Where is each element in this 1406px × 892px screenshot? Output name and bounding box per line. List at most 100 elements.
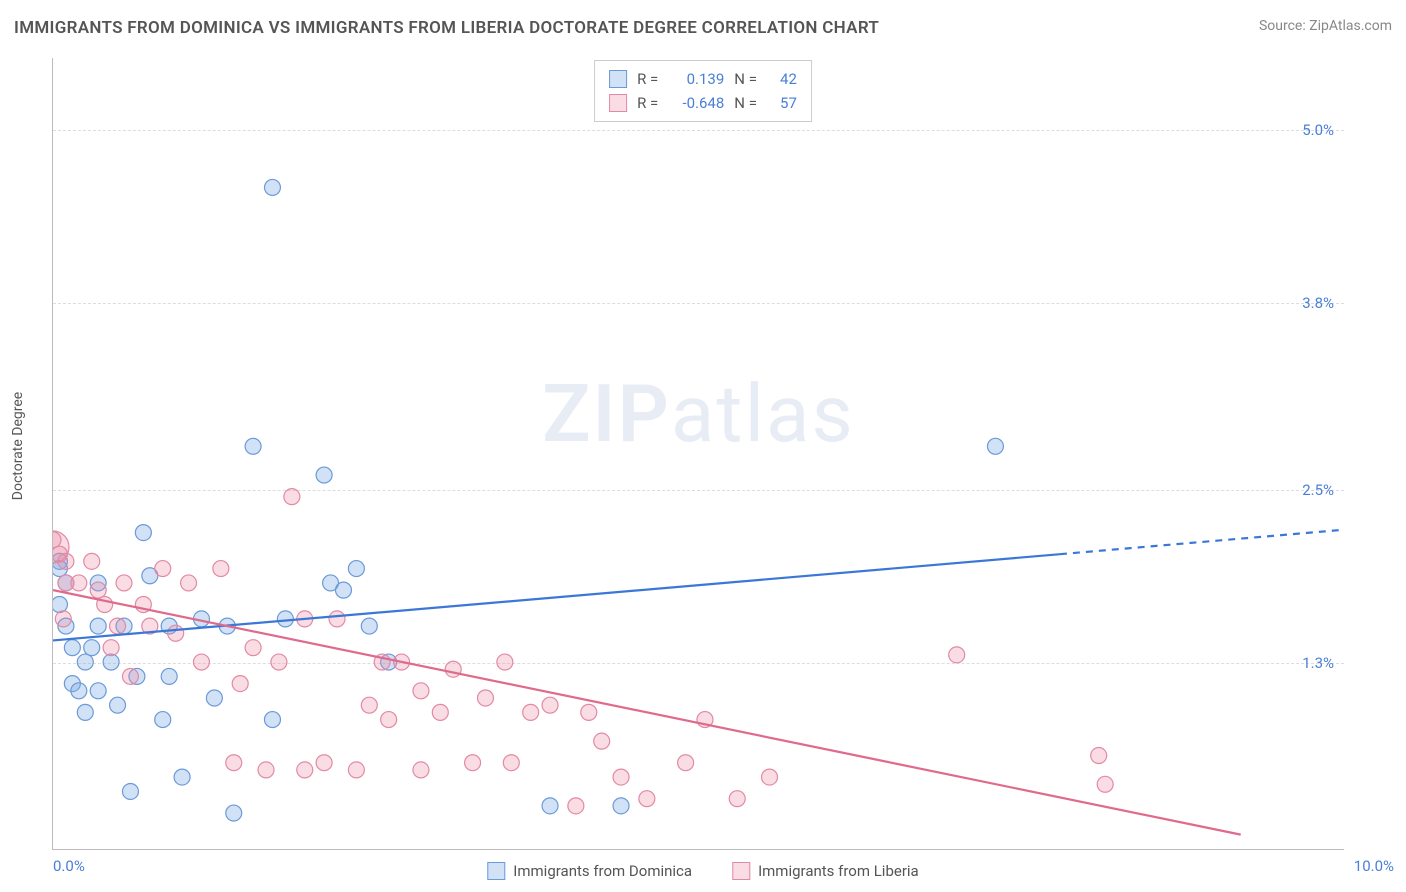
scatter-point	[348, 762, 364, 778]
y-axis-title: Doctorate Degree	[10, 392, 26, 500]
scatter-point	[135, 525, 151, 541]
legend-item: Immigrants from Liberia	[732, 862, 919, 880]
stats-row: R = 0.139 N = 42	[609, 67, 797, 91]
scatter-point	[206, 690, 222, 706]
scatter-point	[678, 755, 694, 771]
scatter-point	[155, 712, 171, 728]
scatter-point	[161, 668, 177, 684]
scatter-point	[103, 640, 119, 656]
stat-n-label: N =	[734, 91, 757, 115]
scatter-point	[445, 661, 461, 677]
scatter-point	[316, 467, 332, 483]
scatter-point	[226, 805, 242, 821]
scatter-point	[213, 561, 229, 577]
scatter-point	[122, 668, 138, 684]
legend-label: Immigrants from Liberia	[758, 862, 919, 880]
scatter-point	[381, 712, 397, 728]
scatter-point	[613, 769, 629, 785]
scatter-point	[84, 640, 100, 656]
scatter-point	[729, 791, 745, 807]
source-name: ZipAtlas.com	[1309, 18, 1392, 34]
scatter-point	[110, 697, 126, 713]
scatter-point	[542, 798, 558, 814]
scatter-point	[542, 697, 558, 713]
scatter-point	[594, 733, 610, 749]
source-label: Source:	[1259, 18, 1306, 34]
x-tick-label: 0.0%	[53, 857, 85, 875]
scatter-point	[987, 438, 1003, 454]
scatter-point	[90, 582, 106, 598]
scatter-point	[297, 762, 313, 778]
scatter-point	[90, 683, 106, 699]
chart-svg	[53, 58, 1344, 849]
scatter-point	[122, 783, 138, 799]
scatter-point	[503, 755, 519, 771]
scatter-point	[77, 704, 93, 720]
scatter-point	[348, 561, 364, 577]
scatter-point	[264, 179, 280, 195]
stat-r-value: 0.139	[668, 67, 724, 91]
stat-n-value: 42	[767, 67, 797, 91]
legend-item: Immigrants from Dominica	[487, 862, 692, 880]
plot-area: ZIPatlas 1.3%2.5%3.8%5.0%0.0%10.0%	[52, 58, 1344, 850]
legend-swatch	[609, 94, 627, 112]
scatter-point	[477, 690, 493, 706]
stat-r-value: -0.648	[668, 91, 724, 115]
scatter-point	[71, 575, 87, 591]
scatter-point	[316, 755, 332, 771]
x-tick-label: 10.0%	[1354, 857, 1394, 875]
stat-n-value: 57	[767, 91, 797, 115]
scatter-point	[413, 683, 429, 699]
scatter-point	[284, 489, 300, 505]
stats-legend: R = 0.139 N = 42 R = -0.648 N = 57	[594, 60, 812, 122]
legend-swatch	[732, 862, 750, 880]
scatter-point	[53, 597, 67, 613]
scatter-point	[329, 611, 345, 627]
scatter-point	[155, 561, 171, 577]
stat-r-label: R =	[637, 67, 658, 91]
scatter-point	[71, 683, 87, 699]
stat-n-label: N =	[734, 67, 757, 91]
scatter-point	[1097, 776, 1113, 792]
scatter-point	[497, 654, 513, 670]
scatter-point	[55, 611, 71, 627]
scatter-point	[264, 712, 280, 728]
legend-swatch	[487, 862, 505, 880]
scatter-point	[523, 704, 539, 720]
regression-line-dashed	[1060, 530, 1344, 554]
scatter-point	[245, 438, 261, 454]
scatter-point	[413, 762, 429, 778]
scatter-point	[949, 647, 965, 663]
scatter-point	[226, 755, 242, 771]
scatter-point	[58, 553, 74, 569]
stats-row: R = -0.648 N = 57	[609, 91, 797, 115]
stat-r-label: R =	[637, 91, 658, 115]
scatter-point	[174, 769, 190, 785]
scatter-point	[258, 762, 274, 778]
scatter-point	[103, 654, 119, 670]
source-attribution: Source: ZipAtlas.com	[1259, 18, 1392, 34]
scatter-point	[361, 697, 377, 713]
scatter-point	[639, 791, 655, 807]
scatter-point	[335, 582, 351, 598]
chart-title: IMMIGRANTS FROM DOMINICA VS IMMIGRANTS F…	[14, 18, 879, 38]
scatter-point	[77, 654, 93, 670]
scatter-point	[168, 625, 184, 641]
scatter-point	[271, 654, 287, 670]
scatter-point	[232, 676, 248, 692]
legend-swatch	[609, 70, 627, 88]
scatter-point	[181, 575, 197, 591]
scatter-point	[245, 640, 261, 656]
scatter-point	[110, 618, 126, 634]
series-legend: Immigrants from Dominica Immigrants from …	[487, 862, 918, 880]
scatter-point	[84, 553, 100, 569]
scatter-point	[762, 769, 778, 785]
scatter-point	[277, 611, 293, 627]
regression-line	[53, 554, 1060, 640]
scatter-point	[361, 618, 377, 634]
scatter-point	[193, 654, 209, 670]
scatter-point	[64, 640, 80, 656]
scatter-point	[465, 755, 481, 771]
legend-label: Immigrants from Dominica	[513, 862, 692, 880]
scatter-point	[581, 704, 597, 720]
